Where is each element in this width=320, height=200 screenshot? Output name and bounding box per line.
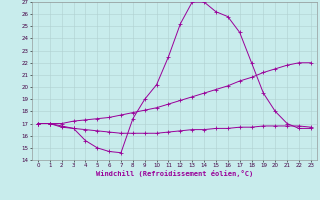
X-axis label: Windchill (Refroidissement éolien,°C): Windchill (Refroidissement éolien,°C) <box>96 170 253 177</box>
